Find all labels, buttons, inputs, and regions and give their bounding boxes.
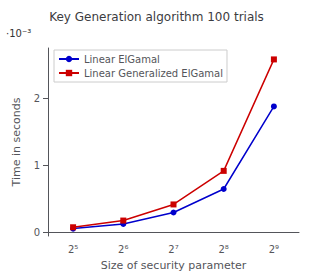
svg-text:Time in seconds: Time in seconds: [10, 97, 23, 187]
svg-text:Linear Generalized ElGamal: Linear Generalized ElGamal: [84, 68, 223, 79]
svg-text:Size of security parameter: Size of security parameter: [101, 259, 247, 272]
svg-text:Linear ElGamal: Linear ElGamal: [84, 54, 160, 65]
svg-text:2⁷: 2⁷: [168, 244, 178, 255]
svg-text:2⁸: 2⁸: [219, 244, 229, 255]
svg-text:0: 0: [34, 227, 40, 238]
svg-text:2: 2: [34, 93, 40, 104]
svg-text:·10⁻³: ·10⁻³: [6, 28, 31, 39]
svg-text:Key Generation algorithm 100 t: Key Generation algorithm 100 trials: [49, 10, 264, 24]
svg-text:2⁶: 2⁶: [118, 244, 128, 255]
svg-text:2⁵: 2⁵: [68, 244, 78, 255]
svg-text:2⁹: 2⁹: [269, 244, 279, 255]
svg-text:1: 1: [34, 160, 40, 171]
